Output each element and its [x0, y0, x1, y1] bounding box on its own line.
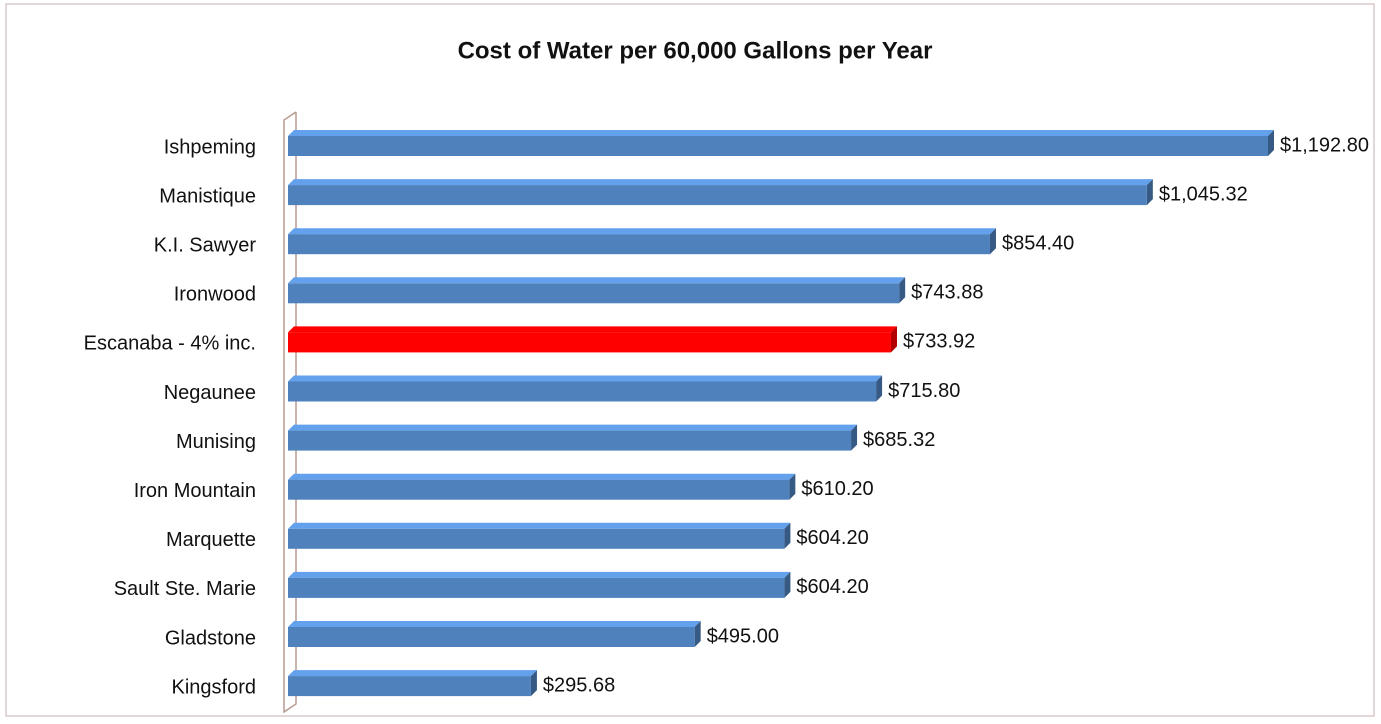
bar-side [989, 228, 996, 255]
y-tick-label: Marquette [166, 529, 256, 551]
bar [288, 185, 1147, 206]
data-label: $495.00 [707, 625, 779, 647]
bar [288, 430, 852, 451]
bar-top [288, 670, 537, 677]
bar [288, 381, 877, 402]
y-tick-label: Escanaba - 4% inc. [84, 333, 256, 355]
y-tick-label: Gladstone [165, 627, 256, 649]
y-tick-label: Kingsford [172, 676, 257, 698]
bar-top [288, 424, 858, 431]
bar [288, 283, 900, 304]
bar-top [288, 473, 796, 480]
bar-side [1146, 179, 1153, 206]
bar-top [288, 571, 791, 578]
bar-side [1268, 130, 1274, 156]
data-label: $1,192.80 [1280, 134, 1369, 156]
bar-top [288, 179, 1153, 186]
y-tick-label: Manistique [159, 185, 256, 207]
bar-side [851, 424, 858, 451]
bar [288, 234, 990, 255]
bar-side [784, 571, 791, 598]
y-tick-label: Iron Mountain [134, 480, 256, 502]
bar-top [288, 228, 996, 235]
bar-side [876, 375, 883, 402]
data-label: $685.32 [863, 429, 935, 451]
bar-top [288, 375, 883, 382]
bar-side [530, 670, 537, 697]
y-tick-label: Ishpeming [164, 136, 256, 158]
bar-top [288, 621, 701, 627]
y-tick-label: K.I. Sawyer [154, 234, 257, 256]
bar-side [899, 277, 906, 304]
y-tick-label: Sault Ste. Marie [114, 578, 256, 600]
data-label: $733.92 [903, 331, 975, 353]
y-tick-label: Munising [176, 431, 256, 453]
bar [288, 136, 1268, 156]
bar [288, 528, 785, 549]
data-label: $610.20 [801, 478, 873, 500]
y-tick-label: Negaunee [164, 382, 256, 404]
bar [288, 577, 785, 598]
data-label: $604.20 [796, 576, 868, 598]
bar-side [694, 621, 701, 647]
bar [288, 332, 891, 353]
data-label: $854.40 [1002, 232, 1074, 254]
bar-side [890, 326, 897, 353]
bar [288, 479, 790, 500]
bar-side [784, 522, 791, 549]
y-tick-label: Ironwood [174, 284, 256, 306]
bar-top [288, 277, 906, 284]
data-label: $295.68 [543, 674, 615, 696]
data-label: $1,045.32 [1159, 183, 1248, 205]
data-label: $715.80 [888, 380, 960, 402]
bar-top [288, 130, 1274, 136]
bar [288, 627, 695, 647]
chart-border [5, 3, 1375, 717]
bar-top [288, 522, 791, 529]
bar-side [789, 473, 796, 500]
chart-title: Cost of Water per 60,000 Gallons per Yea… [458, 37, 933, 64]
bar [288, 676, 531, 697]
data-label: $604.20 [796, 527, 868, 549]
bar-top [288, 326, 897, 333]
axis-wall [283, 111, 297, 714]
data-label: $743.88 [911, 282, 983, 304]
